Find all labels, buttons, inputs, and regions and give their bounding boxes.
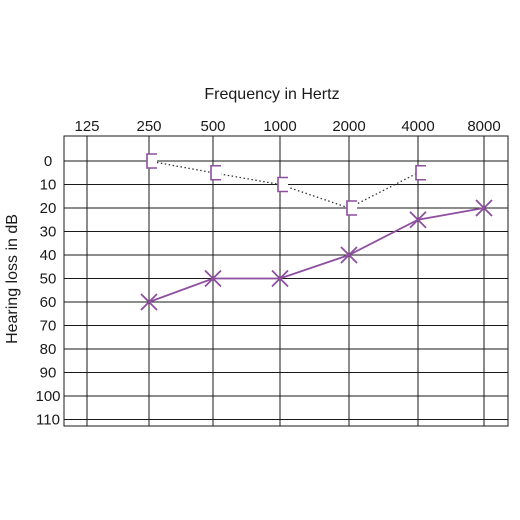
y-tick-label-70: 70 bbox=[40, 318, 57, 335]
bracket-bg-2000 bbox=[347, 201, 357, 215]
y-tick-label-0: 0 bbox=[44, 153, 52, 170]
y-axis-label: Hearing loss in dB bbox=[4, 214, 21, 344]
y-tick-label-10: 10 bbox=[40, 177, 57, 194]
bracket-bg-1000 bbox=[278, 178, 288, 192]
x-axis-ticks: 125 250 500 1000 2000 4000 8000 bbox=[74, 118, 500, 135]
y-axis-ticks: 0 10 20 30 40 50 60 70 80 90 100 110 bbox=[35, 153, 60, 429]
chart-title: Frequency in Hertz bbox=[204, 86, 339, 103]
y-tick-label-30: 30 bbox=[40, 224, 57, 241]
y-tick-label-50: 50 bbox=[40, 271, 57, 288]
y-tick-label-60: 60 bbox=[40, 294, 57, 311]
y-tick-label-40: 40 bbox=[40, 247, 57, 264]
x-tick-label-8000: 8000 bbox=[467, 118, 500, 135]
y-tick-label-110: 110 bbox=[36, 412, 60, 429]
y-tick-label-100: 100 bbox=[35, 388, 60, 405]
y-tick-label-20: 20 bbox=[40, 200, 57, 217]
y-tick-label-90: 90 bbox=[40, 365, 57, 382]
x-tick-label-125: 125 bbox=[74, 118, 99, 135]
x-tick-label-1000: 1000 bbox=[263, 118, 296, 135]
bracket-bg-4000 bbox=[416, 166, 426, 180]
y-tick-label-80: 80 bbox=[40, 341, 57, 358]
x-tick-label-4000: 4000 bbox=[401, 118, 434, 135]
bracket-bg-250 bbox=[147, 154, 157, 168]
x-tick-label-2000: 2000 bbox=[332, 118, 365, 135]
bracket-bg-500 bbox=[211, 166, 221, 180]
x-tick-label-500: 500 bbox=[200, 118, 225, 135]
x-tick-label-250: 250 bbox=[136, 118, 161, 135]
